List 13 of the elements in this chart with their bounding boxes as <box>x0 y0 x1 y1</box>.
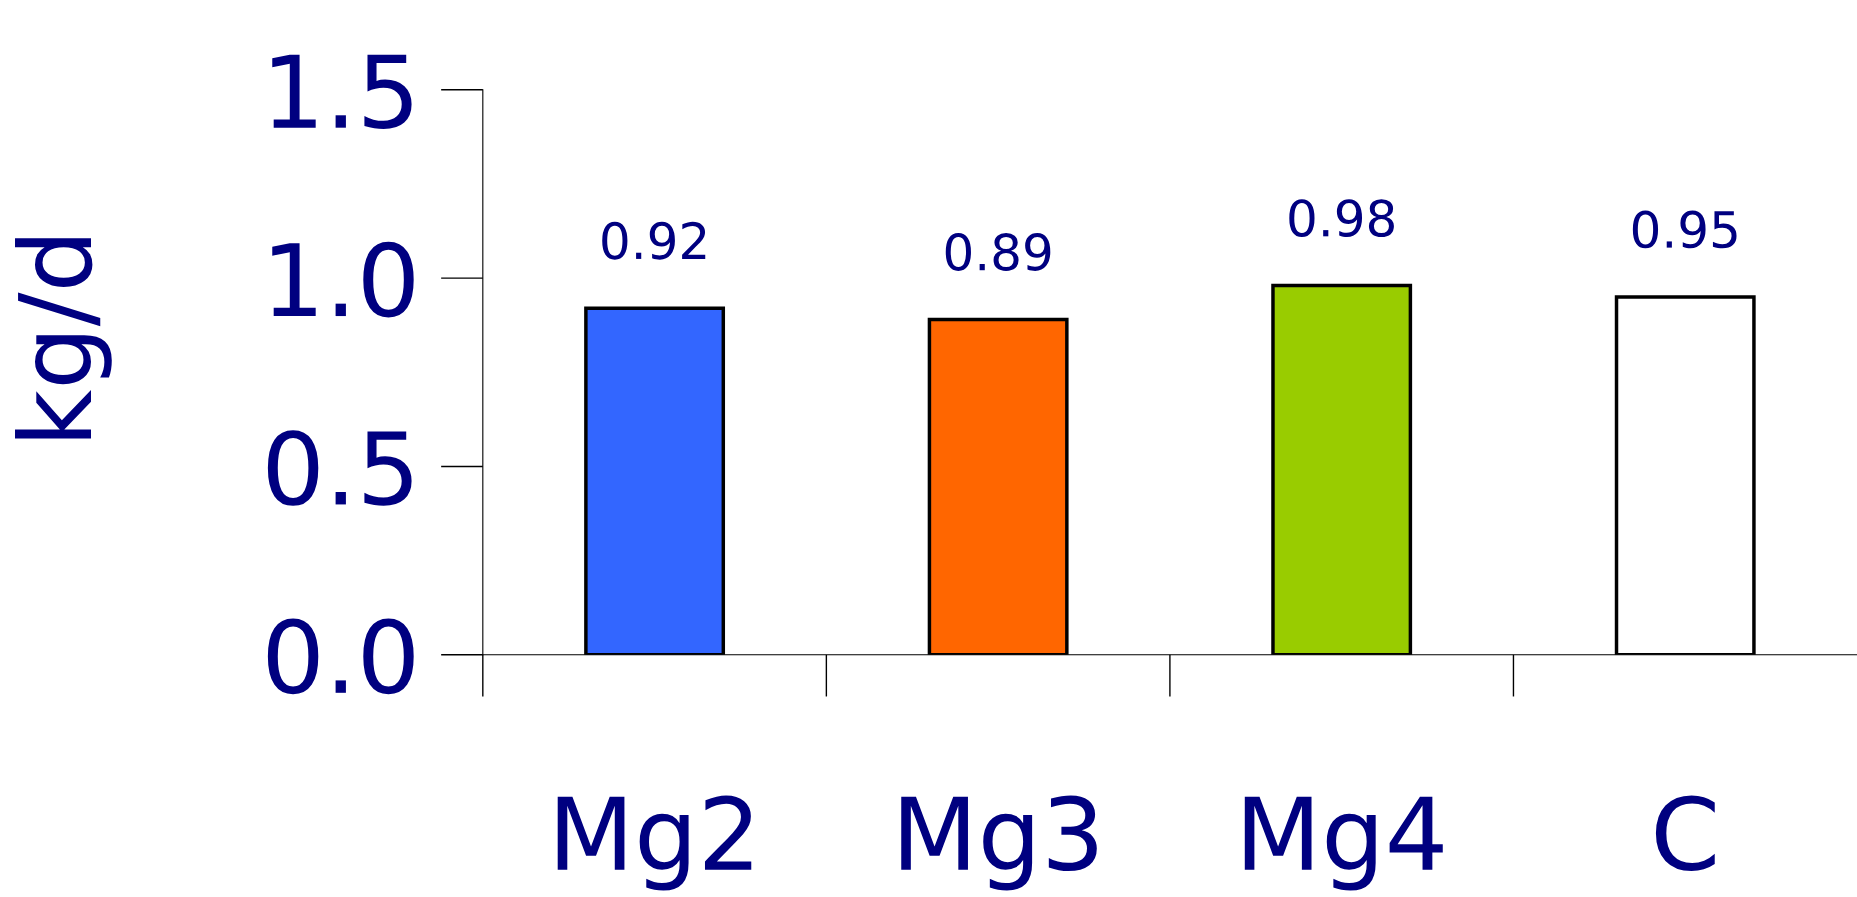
y-tick-label: 0.5 <box>267 430 412 506</box>
data-label: 0.95 <box>1632 210 1737 249</box>
y-tick-label: 1.5 <box>272 54 412 130</box>
data-label: 0.92 <box>602 221 706 260</box>
y-tick-label: 0.0 <box>267 618 414 695</box>
x-tick-label: Mg2 <box>557 795 752 891</box>
y-tick-label: 1.0 <box>272 241 414 318</box>
x-tick-label: C <box>1655 795 1715 872</box>
x-tick-label: Mg4 <box>1244 796 1443 891</box>
x-tick-label: Mg3 <box>901 795 1097 891</box>
data-label: 0.89 <box>945 233 1051 271</box>
data-label: 0.98 <box>1289 199 1394 238</box>
y-axis-title: kg/d <box>15 238 112 439</box>
